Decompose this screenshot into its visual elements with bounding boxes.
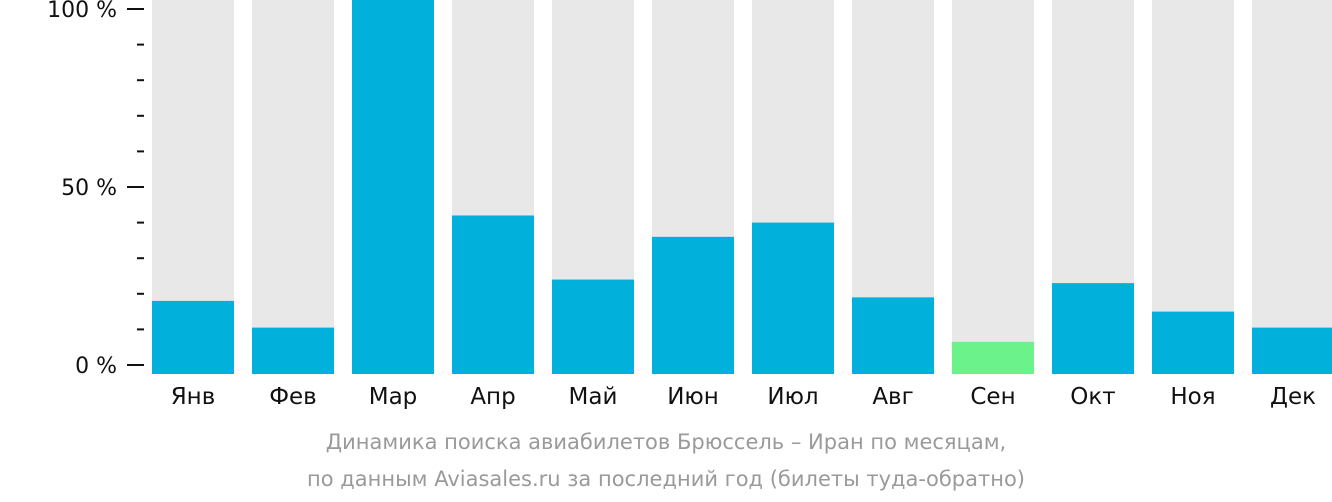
x-tick-label: Янв — [171, 384, 216, 410]
x-tick-label: Июл — [767, 384, 818, 410]
y-axis: 0 % 50 % 100 % — [47, 0, 144, 379]
x-tick-label: Окт — [1070, 384, 1115, 410]
bar-background — [952, 0, 1034, 374]
x-tick-label: Ноя — [1170, 384, 1215, 410]
y-tick-label: 50 % — [61, 176, 117, 201]
x-tick-label: Дек — [1270, 384, 1316, 410]
bar-5 — [552, 279, 634, 374]
x-tick-label: Июн — [667, 384, 719, 410]
bar-4 — [452, 215, 534, 374]
bar-12 — [1252, 327, 1332, 374]
x-tick-label: Авг — [872, 384, 913, 410]
bar-10 — [1052, 283, 1134, 374]
bar-6 — [652, 236, 734, 374]
bar-11 — [1152, 311, 1234, 374]
bar-background — [1252, 0, 1332, 374]
bar-1 — [152, 300, 234, 374]
chart-caption-line-1: Динамика поиска авиабилетов Брюссель – И… — [325, 430, 1007, 454]
x-tick-label: Май — [569, 384, 618, 410]
bar-9 — [952, 341, 1034, 374]
x-tick-label: Сен — [970, 384, 1015, 410]
x-tick-label: Апр — [470, 384, 515, 410]
chart-caption-line-2: по данным Aviasales.ru за последний год … — [307, 467, 1025, 491]
bar-background — [252, 0, 334, 374]
y-tick-label: 100 % — [47, 0, 117, 23]
bar-3 — [352, 0, 434, 374]
y-tick-label: 0 % — [75, 354, 117, 379]
bar-7 — [752, 222, 834, 374]
x-axis-labels: Янв Фев Мар Апр Май Июн Июл Авг Сен Окт Ноя Дек — [171, 384, 1316, 410]
bars — [152, 0, 1332, 374]
bar-8 — [852, 297, 934, 374]
bar-chart: 0 % 50 % 100 % Янв Фев Мар Апр Май Июн Июл Авг Сен… — [47, 0, 1332, 410]
x-tick-label: Фев — [269, 384, 317, 410]
bar-2 — [252, 327, 334, 374]
x-tick-label: Мар — [369, 384, 418, 410]
